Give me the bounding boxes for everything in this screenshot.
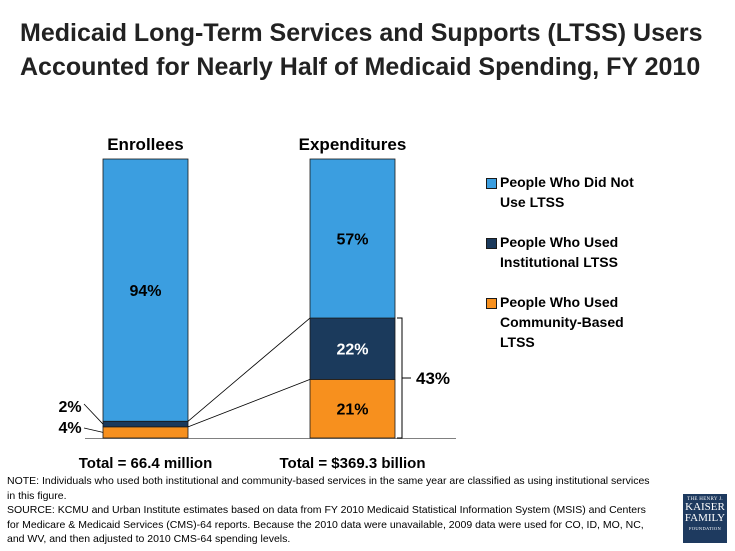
source-line: and WV, and then adjusted to 2010 CMS-64… <box>7 533 291 545</box>
data-label-expenditures-community: 21% <box>336 402 368 419</box>
note-line: NOTE: Individuals who used both institut… <box>7 475 650 487</box>
leader-line-community <box>83 427 104 433</box>
data-label-enrollees-institutional: 2% <box>58 399 81 416</box>
bar-segment-enrollees-1 <box>102 420 189 428</box>
bar-segment-expenditures-2 <box>309 158 396 319</box>
total-label-expenditures: Total = $369.3 billion <box>279 455 425 470</box>
connector-line-bottom <box>187 379 311 428</box>
data-label-enrollees-no-ltss: 94% <box>129 283 161 300</box>
data-label-enrollees-community: 4% <box>58 420 81 437</box>
logo-text: THE HENRY J. <box>687 497 723 502</box>
legend-label-line: Institutional LTSS <box>500 254 618 270</box>
bracket <box>397 317 403 439</box>
legend-label-line: People Who Used <box>500 294 619 310</box>
note-line: in this figure. <box>7 489 67 502</box>
logo-text: KAISER <box>685 501 725 513</box>
legend-item-community: People Who Used Community-Based LTSS <box>486 292 686 352</box>
stacked-bar-chart: Enrollees Total = 66.4 million Expenditure… <box>58 135 456 470</box>
legend-swatch-institutional <box>486 238 497 249</box>
legend-swatch-no-ltss <box>486 178 497 189</box>
legend-label-line: LTSS <box>500 334 535 350</box>
legend-label-line: People Who Used <box>500 234 619 250</box>
source-line: SOURCE: KCMU and Urban Institute estimat… <box>7 504 646 516</box>
bracket-label: 43% <box>416 369 450 388</box>
legend: People Who Did Not Use LTSS People Who U… <box>486 172 686 372</box>
leader-line-institutional <box>83 403 104 425</box>
connector-line-top <box>187 317 311 422</box>
title-line-1: Medicaid Long-Term Services and Supports… <box>20 19 703 47</box>
category-label-expenditures: Expenditures <box>299 135 407 154</box>
legend-label-line: Community-Based <box>500 314 624 330</box>
category-label-enrollees: Enrollees <box>107 135 184 154</box>
legend-label-line: Use LTSS <box>500 194 565 210</box>
footnote: NOTE: Individuals who used both institut… <box>7 474 687 547</box>
legend-item-institutional: People Who Used Institutional LTSS <box>486 232 686 272</box>
legend-swatch-community <box>486 298 497 309</box>
legend-label-line: People Who Did Not <box>500 174 634 190</box>
source-line: for Medicare & Medicaid Services (CMS)-6… <box>7 518 644 531</box>
bar-segment-enrollees-0 <box>102 426 189 439</box>
logo-text: FAMILY <box>684 512 726 524</box>
bar-segment-enrollees-2 <box>102 158 189 422</box>
legend-item-no-ltss: People Who Did Not Use LTSS <box>486 172 686 212</box>
total-label-enrollees: Total = 66.4 million <box>79 455 213 470</box>
chart-title: Medicaid Long-Term Services and Supports… <box>20 16 720 84</box>
logo-text: FOUNDATION <box>689 526 721 531</box>
data-label-expenditures-no-ltss: 57% <box>336 232 368 249</box>
data-label-expenditures-institutional: 22% <box>336 342 368 359</box>
kff-logo: THE HENRY J. KAISER FAMILY FOUNDATION <box>683 494 727 543</box>
title-line-2: Accounted for Nearly Half of Medicaid Sp… <box>20 53 701 81</box>
